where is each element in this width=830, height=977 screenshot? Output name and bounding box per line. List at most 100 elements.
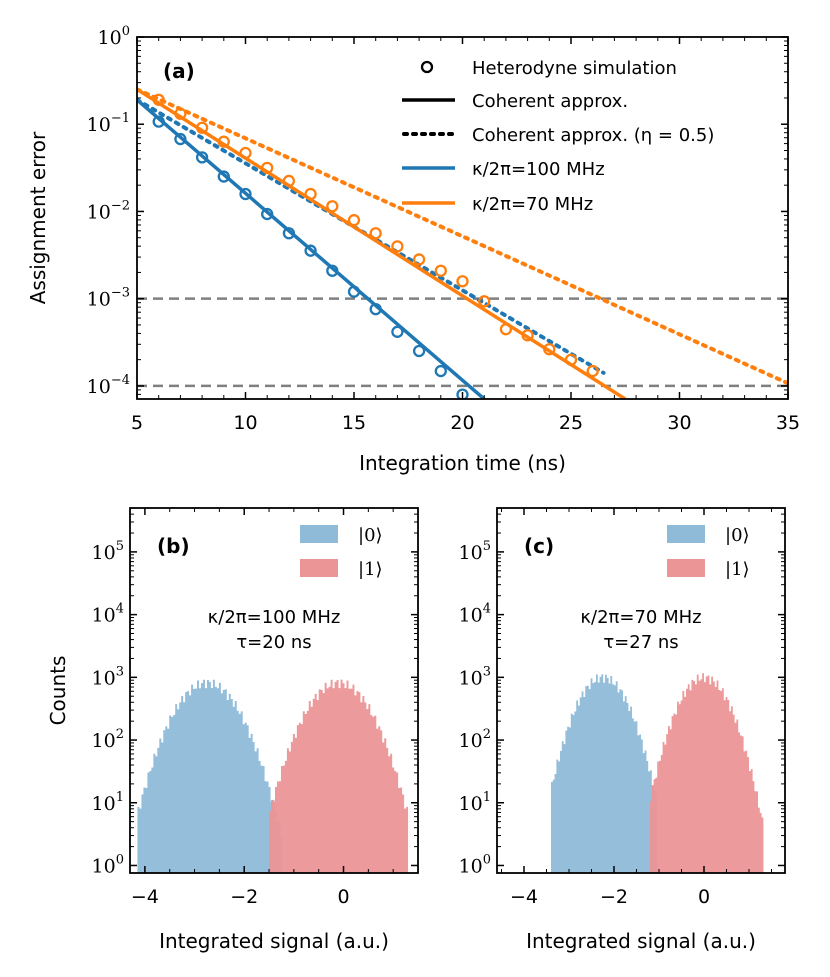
heterodyne-point-orange-18 <box>543 343 556 356</box>
y-tick-label-hist: 103 <box>459 664 491 689</box>
legend-label-a-3: κ/2π=100 MHz <box>472 159 605 180</box>
x-tick-label-a: 10 <box>233 412 257 434</box>
heterodyne-point-orange-12 <box>412 253 426 266</box>
legend-label-hist-0: |0⟩ <box>725 525 750 546</box>
x-tick-label-a: 5 <box>131 412 143 434</box>
y-tick-label-a: 10−1 <box>87 111 130 136</box>
heterodyne-point-blue-3 <box>217 170 230 183</box>
histogram-bars-state-1 <box>269 679 409 873</box>
x-axis-label-hist: Integrated signal (a.u.) <box>526 929 756 953</box>
y-tick-label-hist: 105 <box>92 539 124 564</box>
axes-frame-hist <box>129 507 419 874</box>
coherent-line-blue <box>137 98 486 399</box>
legend-label-a-0: Heterodyne simulation <box>472 58 677 79</box>
x-tick-label-hist: −2 <box>230 886 258 908</box>
legend-label-hist-0: |0⟩ <box>358 525 383 546</box>
y-tick-label-hist: 104 <box>92 602 124 627</box>
heterodyne-point-blue-9 <box>347 285 361 298</box>
axes-frame-hist <box>496 507 786 874</box>
legend-label-hist-1: |1⟩ <box>358 559 383 580</box>
heterodyne-point-orange-20 <box>586 364 599 378</box>
legend-label-a-2: Coherent approx. (η = 0.5) <box>472 125 714 146</box>
heterodyne-point-orange-6 <box>282 174 296 188</box>
y-tick-label-a: 10−2 <box>87 198 130 223</box>
legend-label-a-4: κ/2π=70 MHz <box>472 194 593 215</box>
heterodyne-point-blue-11 <box>391 325 404 338</box>
panel-c-histogram-70mhz: −4 −2 0 100 101 102 103 104 105 Integrated signal… <box>459 507 786 953</box>
legend-swatch-1 <box>300 559 338 577</box>
panel-a-assignment-error: 5 10 15 20 25 30 35 100 10−1 10−2 10−3 10−4 Integrat… <box>26 24 800 475</box>
x-axis-label-hist: Integrated signal (a.u.) <box>159 929 389 953</box>
y-tick-label-a: 10−3 <box>87 286 130 311</box>
y-axis-label-a: Assignment error <box>26 131 50 304</box>
y-tick-label-hist: 100 <box>459 852 491 877</box>
y-tick-label-hist: 104 <box>459 602 491 627</box>
heterodyne-point-blue-12 <box>412 344 426 358</box>
heterodyne-point-blue-0 <box>152 115 165 128</box>
plot-area-hist <box>551 673 764 873</box>
y-tick-label-hist: 101 <box>92 790 124 815</box>
y-tick-label-hist: 100 <box>92 852 124 877</box>
panel-b-histogram-100mhz: −4 −2 0 100 101 102 103 104 105 Integrated signal… <box>46 507 419 953</box>
heterodyne-point-orange-14 <box>456 275 469 288</box>
annotation-line-1: τ=20 ns <box>236 632 311 653</box>
plot-area-hist <box>137 679 409 873</box>
heterodyne-point-orange-19 <box>564 353 578 366</box>
x-tick-label-hist: −2 <box>600 886 628 908</box>
histogram-bars-state-0 <box>137 679 283 873</box>
heterodyne-point-orange-8 <box>326 200 339 213</box>
heterodyne-point-orange-11 <box>391 240 404 253</box>
heterodyne-point-orange-13 <box>434 264 447 277</box>
y-tick-label-hist: 102 <box>459 727 491 752</box>
heterodyne-point-orange-1 <box>174 107 187 120</box>
heterodyne-point-blue-10 <box>369 303 382 316</box>
x-tick-label-hist: −4 <box>510 886 538 908</box>
heterodyne-point-blue-7 <box>304 244 317 257</box>
x-tick-label-a: 25 <box>559 412 583 434</box>
heterodyne-point-blue-4 <box>239 187 252 201</box>
heterodyne-point-orange-17 <box>521 329 534 342</box>
legend-label-hist-1: |1⟩ <box>725 559 750 580</box>
panel-label-hist: (c) <box>524 534 554 558</box>
y-tick-label-hist: 101 <box>459 790 491 815</box>
heterodyne-point-orange-7 <box>304 187 317 201</box>
heterodyne-point-blue-2 <box>195 151 209 164</box>
panel-label-hist: (b) <box>157 534 190 558</box>
heterodyne-point-orange-9 <box>347 214 361 227</box>
heterodyne-point-orange-0 <box>152 93 165 106</box>
heterodyne-point-orange-5 <box>261 161 274 174</box>
histogram-bars-state-1 <box>650 673 764 873</box>
heterodyne-point-orange-10 <box>369 227 382 240</box>
histogram-bars-state-0 <box>551 674 658 873</box>
x-tick-label-hist: 0 <box>337 886 349 908</box>
y-axis-label-hist: Counts <box>46 656 70 726</box>
heterodyne-point-orange-2 <box>195 121 209 134</box>
y-tick-label-hist: 103 <box>92 664 124 689</box>
x-tick-label-a: 20 <box>450 412 474 434</box>
heterodyne-point-orange-3 <box>217 135 230 148</box>
heterodyne-point-orange-4 <box>239 146 252 160</box>
legend-swatch-0 <box>300 525 338 543</box>
heterodyne-point-blue-13 <box>434 364 447 378</box>
x-tick-label-a: 15 <box>342 412 366 434</box>
legend-swatch-1 <box>667 559 705 577</box>
heterodyne-point-blue-1 <box>174 132 187 146</box>
axes-frame-a <box>136 36 789 400</box>
legend-marker-circle <box>420 60 434 74</box>
heterodyne-point-orange-15 <box>478 295 491 308</box>
y-tick-label-a: 10−4 <box>87 373 130 398</box>
y-tick-label-hist: 102 <box>92 727 124 752</box>
y-tick-label-a: 100 <box>98 24 130 49</box>
heterodyne-point-blue-14 <box>456 388 469 399</box>
legend-label-a-1: Coherent approx. <box>472 91 628 112</box>
plot-area-a <box>137 87 788 399</box>
x-tick-label-hist: 0 <box>698 886 710 908</box>
legend-swatch-0 <box>667 525 705 543</box>
legend-a: Heterodyne simulation Coherent approx. Coh… <box>402 58 714 215</box>
annotation-line-0: κ/2π=70 MHz <box>580 607 701 628</box>
heterodyne-point-blue-6 <box>282 227 296 240</box>
heterodyne-point-blue-5 <box>261 207 274 221</box>
heterodyne-point-blue-8 <box>326 264 339 277</box>
annotation-line-1: τ=27 ns <box>603 632 678 653</box>
